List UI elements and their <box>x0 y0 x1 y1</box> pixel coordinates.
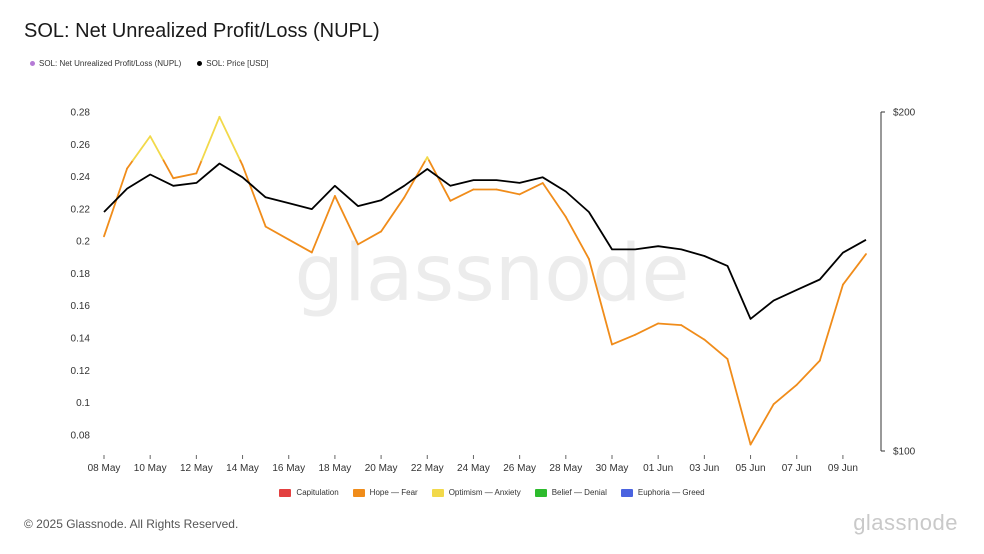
nupl-line-segment <box>195 159 203 175</box>
nupl-line-segment <box>749 403 775 446</box>
nupl-line-segment <box>680 324 706 341</box>
x-tick-label: 05 Jun <box>736 463 766 474</box>
zone-legend: Capitulation Hope — Fear Optimism — Anxi… <box>0 488 984 497</box>
nupl-line-segment <box>772 383 798 406</box>
zone-label-hope-fear: Hope — Fear <box>369 488 418 497</box>
x-tick-label: 22 May <box>411 463 444 474</box>
nupl-line-segment <box>162 159 175 180</box>
zone-swatch-optimism-anxiety <box>431 488 444 497</box>
zone-label-euphoria-greed: Euphoria — Greed <box>637 488 705 497</box>
legend-label-nupl: SOL: Net Unrealized Profit/Loss (NUPL) <box>39 59 182 68</box>
nupl-line-segment <box>310 195 336 254</box>
x-tick-label: 01 Jun <box>643 463 673 474</box>
nupl-line-segment <box>149 135 165 162</box>
x-tick-label: 24 May <box>457 463 490 474</box>
zone-item-hope-fear: Hope — Fear <box>352 488 418 497</box>
y-left-tick-label: 0.12 <box>71 366 91 377</box>
x-tick-label: 18 May <box>319 463 352 474</box>
legend-label-price: SOL: Price [USD] <box>206 59 269 68</box>
nupl-line-segment <box>218 115 242 162</box>
zone-label-optimism-anxiety: Optimism — Anxiety <box>448 488 521 497</box>
x-tick-label: 28 May <box>549 463 582 474</box>
nupl-line-segment <box>726 358 752 446</box>
y-left-tick-label: 0.14 <box>71 334 91 345</box>
x-tick-label: 09 Jun <box>828 463 858 474</box>
y-left-tick-label: 0.08 <box>71 430 91 441</box>
zone-swatch-euphoria-greed <box>620 488 633 497</box>
x-tick-label: 10 May <box>134 463 167 474</box>
zone-item-belief-denial: Belief — Denial <box>534 488 607 497</box>
x-tick-label: 12 May <box>180 463 213 474</box>
zone-swatch-hope-fear <box>352 488 365 497</box>
nupl-line-segment <box>657 322 683 326</box>
y-left-tick-label: 0.1 <box>76 398 90 409</box>
zone-label-capitulation: Capitulation <box>296 488 339 497</box>
nupl-line-segment <box>588 257 613 346</box>
series-legend: SOL: Net Unrealized Profit/Loss (NUPL) S… <box>30 59 269 68</box>
x-tick-label: 03 Jun <box>689 463 719 474</box>
x-tick-label: 16 May <box>272 463 305 474</box>
zone-swatch-belief-denial <box>534 488 547 497</box>
nupl-line-segment <box>334 195 359 246</box>
zone-item-optimism-anxiety: Optimism — Anxiety <box>431 488 521 497</box>
nupl-line-segment <box>172 172 198 180</box>
nupl-line-segment <box>518 182 544 196</box>
legend-dot-price <box>197 61 203 66</box>
nupl-line-segment <box>103 167 128 238</box>
price-line <box>103 162 867 320</box>
x-tick-label: 08 May <box>88 463 121 474</box>
y-left-tick-label: 0.22 <box>71 204 91 215</box>
nupl-line-segment <box>241 164 267 228</box>
zone-label-belief-denial: Belief — Denial <box>551 488 607 497</box>
watermark-text: glassnode <box>295 229 690 319</box>
y-left-tick-label: 0.16 <box>71 301 91 312</box>
legend-item-nupl[interactable]: SOL: Net Unrealized Profit/Loss (NUPL) <box>30 59 181 68</box>
y-left-tick-label: 0.18 <box>71 269 91 280</box>
y-left-tick-label: 0.28 <box>71 108 91 119</box>
nupl-line-segment <box>541 182 567 218</box>
y-right-tick-label: $100 <box>893 447 916 458</box>
y-left-tick-label: 0.2 <box>76 237 90 248</box>
nupl-line-segment <box>495 188 521 196</box>
nupl-line-segment <box>795 359 821 386</box>
nupl-line-segment <box>449 188 475 202</box>
nupl-line-segment <box>287 238 313 254</box>
nupl-line-segment <box>842 253 867 286</box>
nupl-line-segment <box>126 159 134 170</box>
x-tick-label: 20 May <box>365 463 398 474</box>
zone-item-capitulation: Capitulation <box>279 488 339 497</box>
nupl-line-segment <box>703 338 729 360</box>
copyright-text: © 2025 Glassnode. All Rights Reserved. <box>24 517 239 531</box>
zone-item-euphoria-greed: Euphoria — Greed <box>620 488 705 497</box>
legend-item-price[interactable]: SOL: Price [USD] <box>197 59 269 68</box>
nupl-line-segment <box>428 159 452 202</box>
nupl-line-segment <box>564 216 590 260</box>
nupl-line-segment <box>634 322 660 336</box>
x-tick-label: 26 May <box>503 463 536 474</box>
nupl-line-segment <box>357 230 382 246</box>
nupl-line-segment <box>611 333 636 346</box>
chart-title: SOL: Net Unrealized Profit/Loss (NUPL) <box>24 20 380 42</box>
legend-dot-nupl <box>30 61 35 66</box>
y-left-tick-label: 0.24 <box>71 172 91 183</box>
zone-swatch-capitulation <box>279 488 292 497</box>
brand-logo: glassnode <box>853 510 958 535</box>
x-tick-label: 14 May <box>226 463 259 474</box>
nupl-line-segment <box>264 225 290 241</box>
x-tick-label: 07 Jun <box>782 463 812 474</box>
nupl-line-segment <box>200 115 221 162</box>
nupl-line-segment <box>818 283 844 362</box>
nupl-line-segment <box>380 196 406 233</box>
nupl-line-segment <box>131 135 152 162</box>
x-tick-label: 30 May <box>596 463 629 474</box>
y-right-tick-label: $200 <box>893 108 916 119</box>
y-left-tick-label: 0.26 <box>71 140 91 151</box>
